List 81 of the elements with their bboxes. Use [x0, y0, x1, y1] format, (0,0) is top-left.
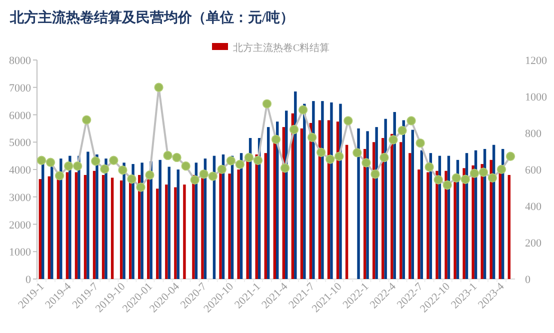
y2-tick-label: 800 — [525, 128, 542, 140]
bar — [140, 162, 144, 279]
bar — [264, 153, 267, 279]
y2-tick-label: 1000 — [525, 92, 548, 104]
bar — [400, 142, 402, 279]
bar — [420, 150, 424, 279]
bar — [192, 174, 195, 279]
bar — [384, 118, 387, 279]
bar — [120, 180, 123, 279]
bar — [300, 128, 304, 279]
y2-tick-label: 600 — [525, 164, 542, 176]
bar — [266, 127, 270, 279]
y-tick-label: 3000 — [9, 192, 32, 204]
bar — [237, 170, 240, 279]
bar — [411, 130, 414, 279]
bar — [84, 174, 87, 279]
bar — [366, 131, 369, 279]
bar — [418, 170, 420, 279]
bar — [183, 184, 186, 279]
bar — [42, 162, 44, 279]
bar — [246, 160, 249, 279]
chart-title: 北方主流热卷结算及民营均价（单位：元/吨） — [9, 9, 294, 26]
bar — [102, 174, 105, 279]
bar — [147, 178, 150, 279]
y-tick-label: 6000 — [9, 110, 32, 122]
y-tick-label: 4000 — [9, 164, 32, 176]
bar — [68, 156, 72, 279]
bar — [201, 178, 204, 279]
bar — [60, 158, 62, 279]
bar — [454, 182, 456, 279]
bar — [339, 104, 342, 279]
bar — [219, 172, 222, 279]
bar — [330, 102, 333, 279]
y-tick-label: 2000 — [9, 219, 32, 232]
bar — [393, 112, 396, 279]
bar — [426, 172, 430, 279]
bar — [122, 162, 126, 279]
bar — [38, 179, 42, 279]
y2-tick-label: 200 — [525, 238, 542, 250]
bar — [92, 170, 96, 279]
y2-tick-label: 0 — [525, 274, 531, 286]
bar — [132, 164, 134, 279]
bar — [472, 165, 474, 279]
bar — [312, 101, 315, 279]
bar — [408, 153, 412, 279]
bar — [96, 154, 98, 279]
y2-tick-label: 400 — [525, 201, 542, 213]
y-tick-label: 8000 — [9, 55, 32, 67]
bar — [56, 179, 60, 279]
bar — [110, 178, 114, 279]
y-tick-label: 5000 — [9, 137, 32, 150]
bar — [273, 142, 276, 279]
bar — [436, 170, 438, 279]
bar — [158, 160, 162, 279]
bar — [48, 176, 51, 279]
bar — [375, 127, 378, 279]
bar — [176, 170, 180, 279]
bar — [303, 104, 306, 279]
bar — [321, 101, 324, 279]
y2-tick-label: 1200 — [525, 55, 548, 67]
bar — [345, 144, 348, 279]
bar — [174, 187, 177, 279]
bar — [228, 174, 231, 279]
y-tick-label: 7000 — [9, 82, 32, 94]
bar — [490, 160, 492, 279]
bar — [165, 184, 168, 279]
bar — [66, 172, 69, 279]
y-tick-label: 1000 — [9, 246, 32, 259]
bar — [462, 168, 466, 279]
y-tick-label: 0 — [26, 274, 32, 286]
bar — [74, 172, 78, 279]
legend-label: 北方主流热卷C料结算 — [233, 42, 330, 54]
bar — [128, 182, 132, 279]
bar — [480, 164, 484, 279]
bar — [86, 152, 90, 279]
bar — [104, 158, 108, 279]
bar — [168, 166, 170, 279]
bar — [156, 188, 159, 279]
bar — [357, 128, 360, 279]
bar — [508, 174, 510, 279]
bar — [444, 170, 448, 279]
